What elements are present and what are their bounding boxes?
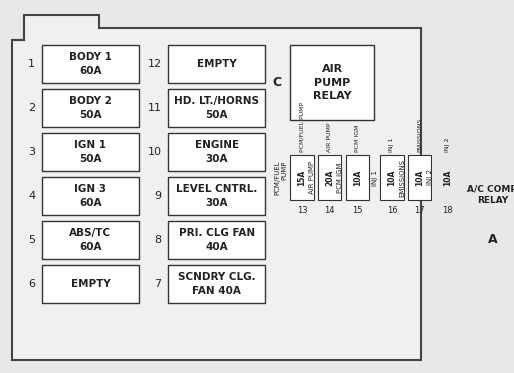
Text: 5: 5 [28, 235, 35, 245]
Text: 10A: 10A [353, 169, 362, 186]
Text: PRI. CLG FAN
40A: PRI. CLG FAN 40A [178, 228, 254, 252]
Bar [168, 265, 265, 303]
Bar [168, 221, 265, 259]
Text: 4: 4 [28, 191, 35, 201]
Text: 9: 9 [154, 191, 161, 201]
Text: AIR PUMP: AIR PUMP [327, 122, 332, 152]
Text: 20A: 20A [325, 169, 334, 186]
Text: AIR
PUMP
RELAY: AIR PUMP RELAY [313, 64, 352, 101]
Bar [168, 177, 265, 215]
Text: 14: 14 [324, 206, 335, 215]
Text: 15: 15 [352, 206, 363, 215]
Text: LEVEL CNTRL.
30A: LEVEL CNTRL. 30A [176, 184, 258, 208]
Text: A/C COMP.
RELAY: A/C COMP. RELAY [467, 185, 514, 206]
Text: INJ 1: INJ 1 [372, 169, 378, 185]
Text: 15A: 15A [298, 169, 306, 186]
Text: PCM/FUEL PUMP: PCM/FUEL PUMP [300, 102, 304, 152]
Text: INJ 1: INJ 1 [390, 138, 394, 152]
Bar [168, 45, 265, 83]
Bar [408, 155, 431, 200]
Text: 8: 8 [154, 235, 161, 245]
Text: INJ 2: INJ 2 [445, 138, 450, 152]
Bar [42, 133, 139, 171]
Bar [290, 45, 374, 120]
Text: BODY 1
60A: BODY 1 60A [69, 52, 112, 76]
Text: IGN 3
60A: IGN 3 60A [75, 184, 106, 208]
Text: IGN 1
50A: IGN 1 50A [75, 140, 106, 164]
Text: 11: 11 [148, 103, 161, 113]
Text: A: A [488, 233, 498, 246]
Text: 12: 12 [148, 59, 161, 69]
Text: EMPTY: EMPTY [70, 279, 111, 289]
Bar [42, 177, 139, 215]
Bar [42, 221, 139, 259]
Text: EMPTY: EMPTY [197, 59, 236, 69]
Bar [436, 155, 459, 200]
Bar [168, 89, 265, 127]
Text: 1: 1 [28, 59, 35, 69]
Bar [42, 89, 139, 127]
Bar [42, 45, 139, 83]
Text: 2: 2 [28, 103, 35, 113]
Bar [318, 155, 341, 200]
Text: ABS/TC
60A: ABS/TC 60A [69, 228, 112, 252]
Text: 10A: 10A [388, 169, 396, 186]
Text: INJ 2: INJ 2 [427, 170, 433, 185]
Polygon shape [12, 15, 420, 360]
Text: 3: 3 [28, 147, 35, 157]
Bar [380, 155, 403, 200]
Text: EMISSIONS: EMISSIONS [399, 159, 406, 197]
Bar [290, 155, 314, 200]
Text: 18: 18 [442, 206, 453, 215]
Bar [42, 265, 139, 303]
Text: C: C [272, 76, 282, 89]
Text: 10A: 10A [415, 169, 424, 186]
Text: 6: 6 [28, 279, 35, 289]
Text: SCNDRY CLG.
FAN 40A: SCNDRY CLG. FAN 40A [178, 272, 255, 295]
Text: PCM IGM: PCM IGM [337, 162, 343, 193]
Bar [168, 133, 265, 171]
Text: PCM/FUEL
PUMP: PCM/FUEL PUMP [274, 160, 288, 195]
Text: 17: 17 [414, 206, 425, 215]
Text: BODY 2
50A: BODY 2 50A [69, 96, 112, 120]
Text: PCM IGM: PCM IGM [355, 125, 360, 152]
Bar [468, 165, 514, 225]
Text: 10: 10 [148, 147, 161, 157]
Text: AIR PUMP: AIR PUMP [309, 161, 316, 194]
Text: 7: 7 [154, 279, 161, 289]
Text: EMISSIONS: EMISSIONS [417, 117, 422, 152]
Text: 16: 16 [387, 206, 397, 215]
Text: ENGINE
30A: ENGINE 30A [194, 140, 238, 164]
Text: HD. LT./HORNS
50A: HD. LT./HORNS 50A [174, 96, 259, 120]
Text: 13: 13 [297, 206, 307, 215]
Text: 10A: 10A [443, 169, 452, 186]
Bar [346, 155, 369, 200]
